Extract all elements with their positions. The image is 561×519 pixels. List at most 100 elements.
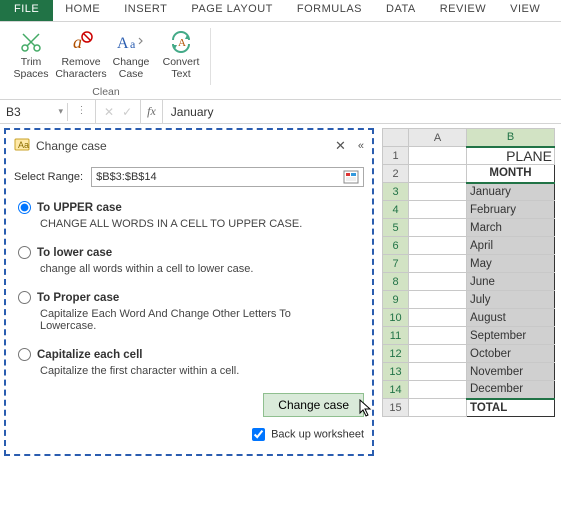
row-header[interactable]: 1 — [383, 147, 409, 165]
radio-proper[interactable] — [18, 291, 31, 304]
cell-a3[interactable] — [409, 183, 467, 201]
cell-a12[interactable] — [409, 345, 467, 363]
cell-a1[interactable] — [409, 147, 467, 165]
cell-a10[interactable] — [409, 309, 467, 327]
radio-lower-label: To lower case — [37, 247, 112, 259]
group-label-clean: Clean — [6, 86, 206, 98]
range-value: $B$3:$B$14 — [96, 171, 157, 183]
cell-b4[interactable]: February — [467, 201, 555, 219]
row-header[interactable]: 11 — [383, 327, 409, 345]
cell-b6[interactable]: April — [467, 237, 555, 255]
tab-formulas[interactable]: FORMULAS — [285, 0, 374, 21]
row-header[interactable]: 14 — [383, 381, 409, 399]
pane-title: Change case — [36, 139, 325, 153]
ribbon-tabs: FILE HOME INSERT PAGE LAYOUT FORMULAS DA… — [0, 0, 561, 22]
cell-a13[interactable] — [409, 363, 467, 381]
radio-lower-desc: change all words within a cell to lower … — [40, 263, 340, 275]
range-input[interactable]: $B$3:$B$14 — [91, 167, 364, 187]
row-header[interactable]: 2 — [383, 165, 409, 183]
range-picker-icon[interactable] — [343, 170, 359, 184]
backup-checkbox[interactable] — [252, 428, 265, 441]
cancel-icon[interactable]: ✕ — [104, 105, 114, 119]
svg-text:A: A — [117, 35, 129, 52]
change-case-pane: Aa Change case ✕ « Select Range: $B$3:$B… — [4, 128, 374, 456]
row-header[interactable]: 10 — [383, 309, 409, 327]
row-header[interactable]: 12 — [383, 345, 409, 363]
radio-proper-label: To Proper case — [37, 292, 119, 304]
radio-capitalize-desc: Capitalize the first character within a … — [40, 365, 340, 377]
close-icon[interactable]: ✕ — [331, 138, 350, 154]
radio-proper-desc: Capitalize Each Word And Change Other Le… — [40, 308, 340, 332]
radio-upper-label: To UPPER case — [37, 202, 122, 214]
fx-button[interactable]: fx — [141, 100, 163, 123]
tab-review[interactable]: REVIEW — [428, 0, 498, 21]
cell-b13[interactable]: November — [467, 363, 555, 381]
col-header-b[interactable]: B — [467, 129, 555, 147]
cell-a6[interactable] — [409, 237, 467, 255]
svg-text:Aa: Aa — [18, 140, 29, 150]
radio-lower[interactable] — [18, 246, 31, 259]
collapse-icon[interactable]: « — [356, 140, 364, 152]
radio-upper-desc: CHANGE ALL WORDS IN A CELL TO UPPER CASE… — [40, 218, 340, 230]
tab-insert[interactable]: INSERT — [112, 0, 179, 21]
select-all-corner[interactable] — [383, 129, 409, 147]
ribbon-group-clean: Trim Spaces a Remove Characters Aa Chang… — [0, 22, 561, 100]
convert-icon: A — [169, 28, 193, 56]
col-header-a[interactable]: A — [409, 129, 467, 147]
cell-a8[interactable] — [409, 273, 467, 291]
row-header[interactable]: 6 — [383, 237, 409, 255]
cell-b11[interactable]: September — [467, 327, 555, 345]
backup-label: Back up worksheet — [271, 428, 364, 440]
pane-icon: Aa — [14, 136, 30, 155]
row-header[interactable]: 7 — [383, 255, 409, 273]
row-header[interactable]: 13 — [383, 363, 409, 381]
row-header[interactable]: 8 — [383, 273, 409, 291]
cell-a15[interactable] — [409, 399, 467, 417]
name-box-dropdown[interactable]: ⋮ — [68, 100, 96, 123]
change-case-btn-label: Change case — [278, 398, 349, 412]
radio-capitalize[interactable] — [18, 348, 31, 361]
cell-a11[interactable] — [409, 327, 467, 345]
cell-a4[interactable] — [409, 201, 467, 219]
radio-capitalize-label: Capitalize each cell — [37, 349, 142, 361]
formula-value[interactable]: January — [163, 103, 222, 121]
cell-b15[interactable]: TOTAL — [467, 399, 555, 417]
row-header[interactable]: 5 — [383, 219, 409, 237]
cell-b14[interactable]: December — [467, 381, 555, 399]
tab-data[interactable]: DATA — [374, 0, 428, 21]
cell-b3[interactable]: January — [467, 183, 555, 201]
remove-char-icon: a — [69, 28, 93, 56]
radio-upper[interactable] — [18, 201, 31, 214]
tab-page-layout[interactable]: PAGE LAYOUT — [179, 0, 285, 21]
tab-home[interactable]: HOME — [53, 0, 112, 21]
row-header[interactable]: 15 — [383, 399, 409, 417]
tab-file[interactable]: FILE — [0, 0, 53, 21]
svg-text:a: a — [130, 37, 136, 51]
cell-b9[interactable]: July — [467, 291, 555, 309]
tab-view[interactable]: VIEW — [498, 0, 552, 21]
change-case-action-button[interactable]: Change case — [263, 393, 364, 417]
cell-b7[interactable]: May — [467, 255, 555, 273]
cell-a9[interactable] — [409, 291, 467, 309]
cell-b12[interactable]: October — [467, 345, 555, 363]
cell-b2[interactable]: MONTH — [467, 165, 555, 183]
select-range-label: Select Range: — [14, 171, 83, 183]
cell-a14[interactable] — [409, 381, 467, 399]
cursor-icon — [359, 399, 373, 420]
row-header[interactable]: 4 — [383, 201, 409, 219]
enter-icon[interactable]: ✓ — [122, 105, 132, 119]
cell-a7[interactable] — [409, 255, 467, 273]
cell-a5[interactable] — [409, 219, 467, 237]
cell-b8[interactable]: June — [467, 273, 555, 291]
cell-b1[interactable]: PLANE — [467, 147, 555, 165]
convert-label: Convert Text — [163, 56, 200, 80]
svg-text:A: A — [178, 37, 186, 49]
row-header[interactable]: 3 — [383, 183, 409, 201]
cell-b10[interactable]: August — [467, 309, 555, 327]
spreadsheet: A B 1 PLANE 2 MONTH 3 January 4 February 5 Ma… — [382, 128, 555, 456]
cell-b5[interactable]: March — [467, 219, 555, 237]
name-box[interactable]: B3 — [0, 103, 68, 121]
row-header[interactable]: 9 — [383, 291, 409, 309]
cell-a2[interactable] — [409, 165, 467, 183]
scissors-icon — [19, 28, 43, 56]
